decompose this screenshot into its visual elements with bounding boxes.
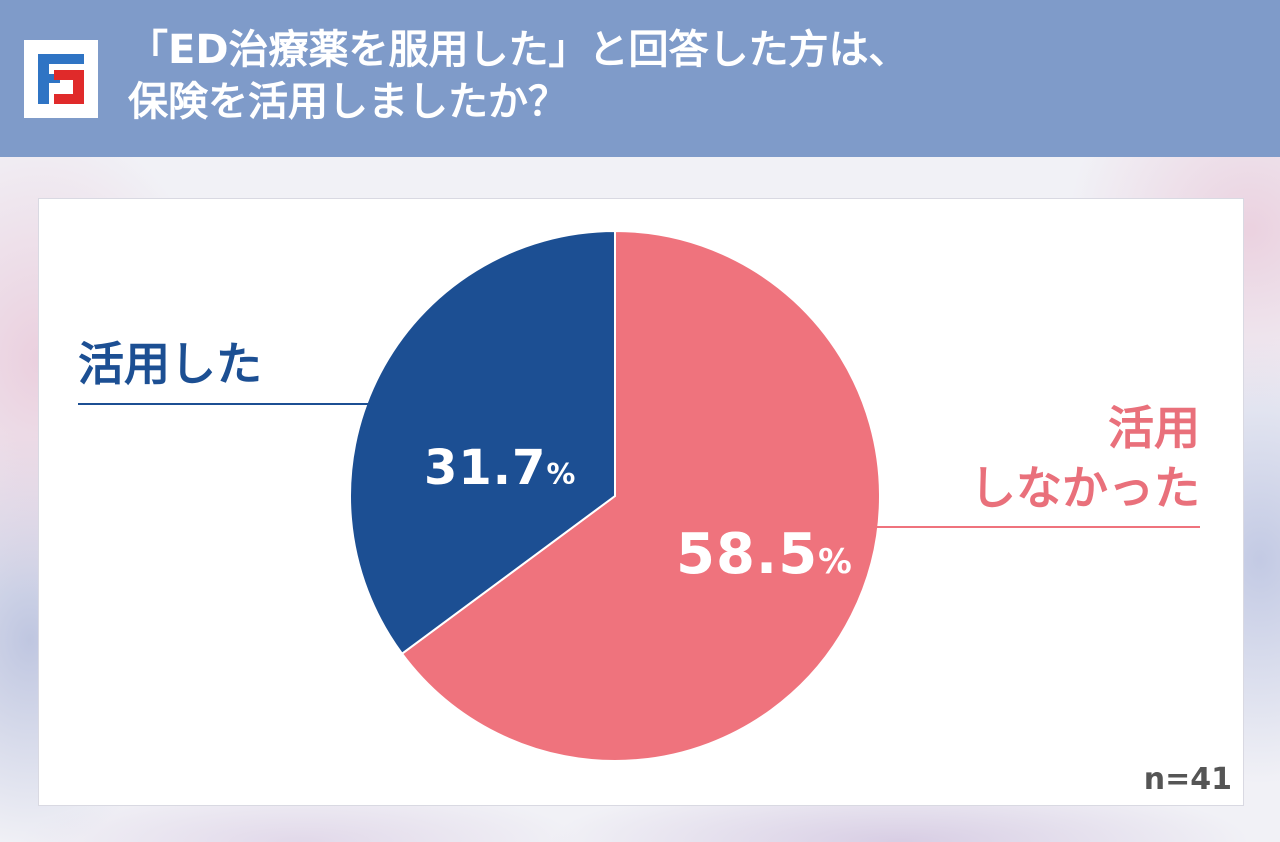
value-used-number: 31.7 <box>424 440 547 496</box>
value-used-unit: % <box>546 457 577 491</box>
slice-not-used <box>400 229 881 762</box>
brand-logo <box>24 40 98 118</box>
legend-label-used: 活用した <box>78 334 262 394</box>
header-bar: 「ED治療薬を服用した」と回答した方は、 保険を活用しましたか？ <box>0 0 1280 157</box>
value-label-used: 31.7% <box>424 438 576 504</box>
value-label-not-used: 58.5% <box>676 520 853 597</box>
title-line-2: 保険を活用しましたか？ <box>128 79 568 125</box>
brand-logo-icon <box>38 54 84 104</box>
value-not-used-unit: % <box>818 542 853 581</box>
title-line-1: 「ED治療薬を服用した」と回答した方は、 <box>128 27 909 73</box>
value-not-used-number: 58.5 <box>676 522 819 587</box>
page-title: 「ED治療薬を服用した」と回答した方は、 保険を活用しましたか？ <box>128 24 1248 128</box>
slice-used <box>349 229 616 656</box>
sample-size-note: n=41 <box>1143 762 1232 797</box>
legend-label-not-used: 活用 しなかった <box>970 398 1200 518</box>
legend-label-not-used-line-2: しなかった <box>970 461 1200 515</box>
legend-label-not-used-line-1: 活用 <box>1108 401 1200 455</box>
legend-label-used-text: 活用した <box>78 337 262 391</box>
